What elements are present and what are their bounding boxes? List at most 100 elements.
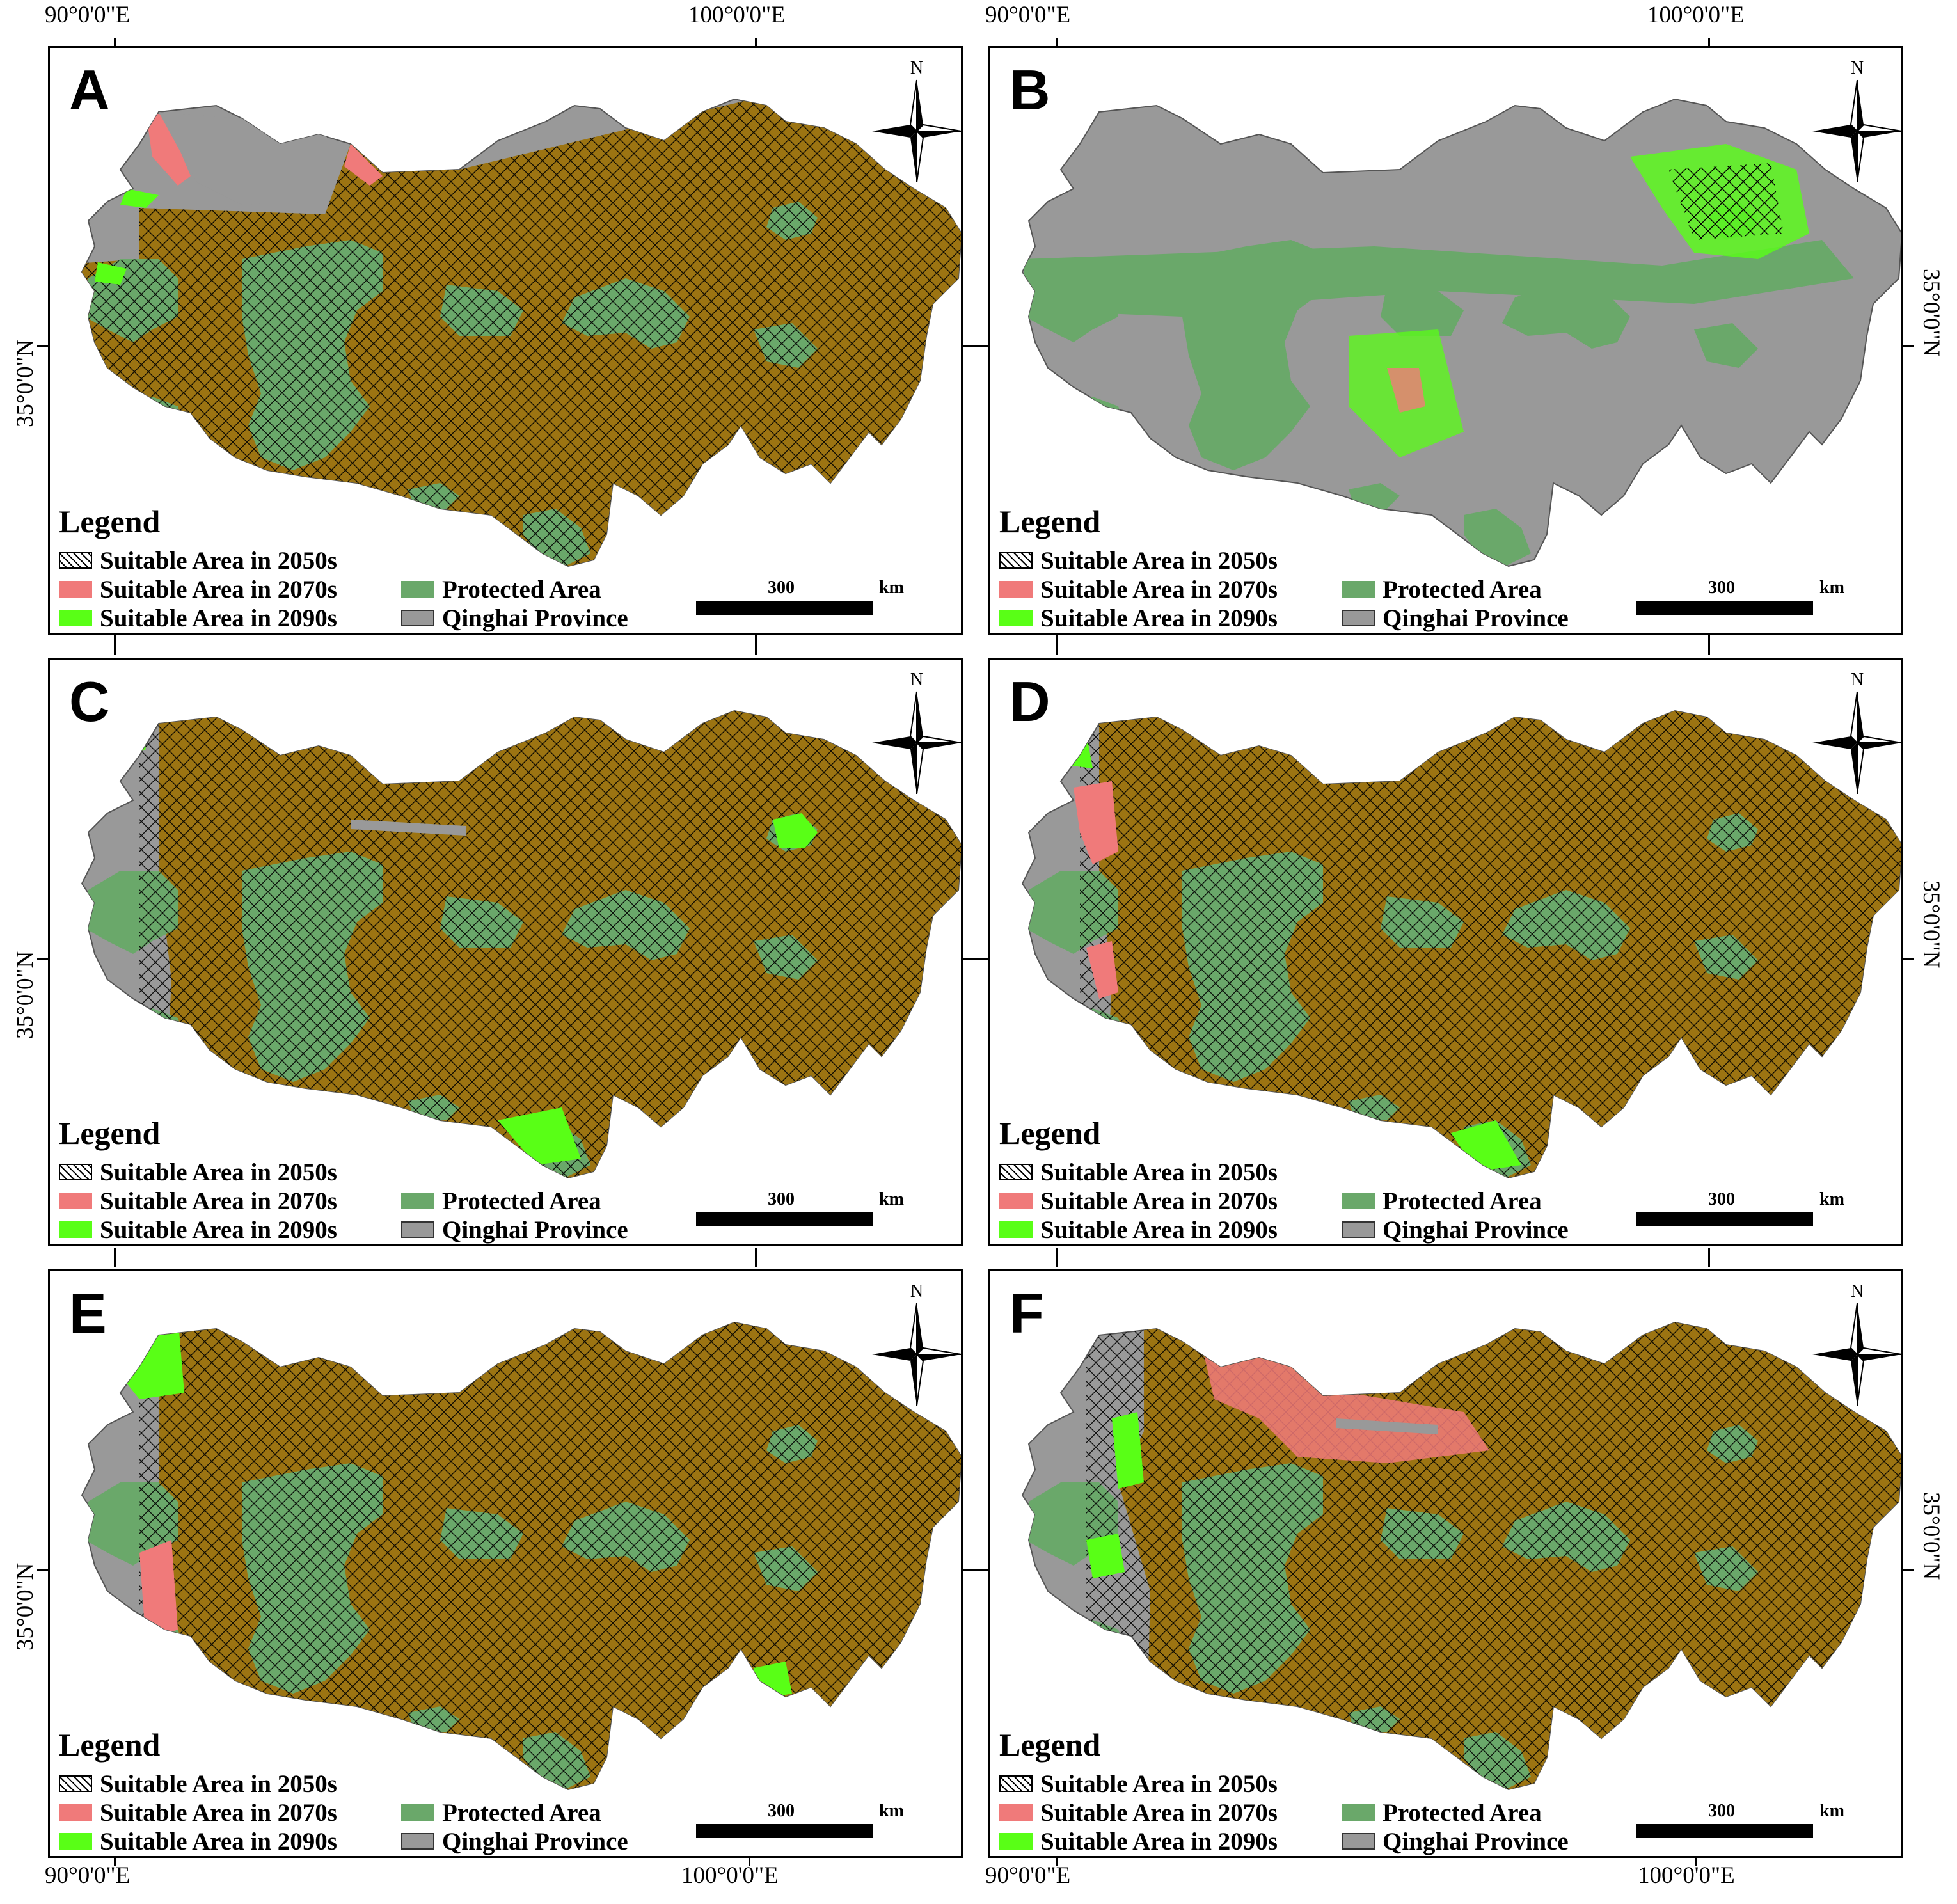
suitable-2070s-patch	[139, 1540, 178, 1642]
lat-label-left-row2: 35°0'0"N	[12, 951, 38, 1039]
legend-label-province: Qinghai Province	[442, 1216, 628, 1244]
map-panel-c: C N Legend Suitable Area in 2050s Suitab…	[48, 658, 963, 1246]
north-arrow-icon: N	[872, 58, 961, 183]
legend-label-province: Qinghai Province	[1383, 604, 1569, 632]
map-panel-e: E N Legend Suitable Area in 2050s Suitab…	[48, 1269, 963, 1858]
legend-label-province: Qinghai Province	[1383, 1827, 1569, 1855]
legend-item-2070s: Suitable Area in 2070s	[999, 576, 1278, 603]
graticule-tick	[755, 1248, 757, 1267]
north-arrow-icon: N	[1812, 58, 1901, 183]
green-swatch	[999, 610, 1033, 626]
lon-label-bottom-left-2: 90°0'0"E	[985, 1862, 1071, 1889]
map-panel-f: F N Legend Suitable Area in 2050s Suitab…	[988, 1269, 1903, 1858]
legend-label-2070s: Suitable Area in 2070s	[1040, 575, 1278, 603]
lon-label-top-left-2: 90°0'0"E	[985, 2, 1071, 28]
map-canvas	[1021, 1321, 1901, 1791]
graticule-tick	[749, 1858, 750, 1866]
legend-item-2050s: Suitable Area in 2050s	[999, 1770, 1278, 1798]
legend: Legend Suitable Area in 2050s Suitable A…	[59, 1117, 955, 1244]
scale-unit: km	[879, 1801, 904, 1821]
north-label: N	[910, 58, 923, 78]
hatch-swatch	[59, 1775, 92, 1792]
legend-label-2050s: Suitable Area in 2050s	[1040, 546, 1278, 575]
green-swatch	[59, 1221, 92, 1238]
province-swatch	[1342, 1833, 1375, 1850]
legend-label-2090s: Suitable Area in 2090s	[100, 1216, 337, 1244]
scale-bar-graphic	[1636, 1212, 1813, 1226]
north-label: N	[910, 670, 923, 690]
legend-item-province: Qinghai Province	[1342, 1216, 1569, 1244]
suitable-2070s-patch	[344, 144, 383, 186]
map-canvas	[81, 1321, 961, 1791]
legend-title: Legend	[999, 1727, 1101, 1763]
lat-label-right-row3: 35°0'0"N	[1918, 1492, 1944, 1580]
hatch-swatch	[999, 1164, 1033, 1180]
protected-swatch	[401, 581, 434, 598]
legend-label-protected: Protected Area	[1383, 1187, 1542, 1215]
scale-bar: 300 km	[696, 1801, 904, 1839]
graticule-tick	[1056, 1248, 1058, 1267]
legend: Legend Suitable Area in 2050s Suitable A…	[59, 505, 955, 633]
red-swatch	[59, 1804, 92, 1821]
legend-item-2090s: Suitable Area in 2090s	[59, 605, 337, 632]
suitable-2090s-patch	[1086, 1534, 1125, 1578]
suitable-2090s-patch	[1112, 1412, 1144, 1489]
scale-unit: km	[1819, 1189, 1844, 1209]
compass: N	[869, 1278, 961, 1406]
graticule-tick	[1056, 1858, 1058, 1866]
suitable-2070s-patch	[146, 112, 191, 186]
scale-bar: 300 km	[696, 578, 904, 616]
legend-title: Legend	[59, 1727, 161, 1763]
red-swatch	[59, 581, 92, 598]
legend-label-2050s: Suitable Area in 2050s	[1040, 1158, 1278, 1186]
legend-item-2070s: Suitable Area in 2070s	[59, 576, 337, 603]
legend-label-province: Qinghai Province	[442, 1827, 628, 1855]
protected-area-patch	[1349, 483, 1400, 509]
scale-bar: 300 km	[1636, 1189, 1844, 1228]
north-label: N	[910, 1281, 923, 1301]
suitable-2070s-patch	[1074, 781, 1118, 864]
protected-swatch	[1342, 581, 1375, 598]
graticule-tick	[114, 1858, 116, 1866]
suitable-2090s-patch	[498, 1107, 581, 1165]
hatch-swatch	[59, 552, 92, 569]
suitable-2090s-patch	[773, 813, 818, 848]
legend-item-2070s: Suitable Area in 2070s	[999, 1187, 1278, 1215]
graticule-tick	[1695, 1858, 1697, 1866]
graticule-tick	[963, 958, 988, 960]
green-swatch	[59, 1833, 92, 1850]
red-swatch	[59, 1193, 92, 1209]
legend-label-protected: Protected Area	[442, 1798, 601, 1827]
legend: Legend Suitable Area in 2050s Suitable A…	[999, 1117, 1895, 1244]
compass: N	[1809, 54, 1901, 183]
legend-label-2070s: Suitable Area in 2070s	[100, 1798, 337, 1827]
scale-value: 300	[768, 1189, 795, 1209]
graticule-tick	[755, 38, 757, 47]
legend-item-2050s: Suitable Area in 2050s	[999, 1159, 1278, 1186]
north-arrow-icon: N	[872, 1281, 961, 1406]
province-swatch	[401, 1221, 434, 1238]
graticule-tick	[963, 345, 988, 347]
scale-bar-graphic	[696, 601, 873, 615]
legend-title: Legend	[999, 504, 1101, 539]
suitable-2050s-hatch	[1668, 163, 1784, 240]
legend-item-province: Qinghai Province	[1342, 604, 1569, 632]
graticule-tick	[114, 38, 116, 47]
suitable-2090s-patch	[120, 189, 159, 208]
suitable-2090s-patch	[95, 262, 127, 285]
north-arrow-icon: N	[872, 670, 961, 795]
legend-item-2050s: Suitable Area in 2050s	[59, 1770, 337, 1798]
compass: N	[1809, 1278, 1901, 1406]
graticule-tick	[114, 635, 116, 654]
graticule-tick	[114, 1248, 116, 1267]
legend-label-province: Qinghai Province	[1383, 1216, 1569, 1244]
graticule-tick	[1708, 635, 1710, 654]
map-panel-b: B N Legend Suitable Area in 2050s Suitab…	[988, 46, 1903, 635]
protected-area-patch	[1381, 285, 1464, 336]
north-label: N	[1851, 1281, 1864, 1301]
legend-item-province: Qinghai Province	[401, 1216, 628, 1244]
legend-label-2070s: Suitable Area in 2070s	[100, 1187, 337, 1215]
legend: Legend Suitable Area in 2050s Suitable A…	[59, 1727, 955, 1856]
legend-label-2090s: Suitable Area in 2090s	[1040, 1216, 1278, 1244]
graticule-tick	[1903, 958, 1914, 960]
